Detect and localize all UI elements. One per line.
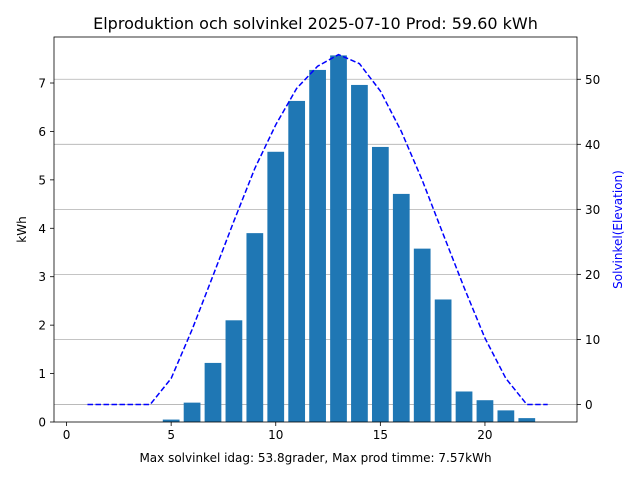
- bar: [518, 418, 536, 422]
- y-left-tick-label: 6: [38, 125, 46, 139]
- x-axis-label: Max solvinkel idag: 53.8grader, Max prod…: [139, 451, 491, 465]
- y-axis-left: 0 1 2 3 4 5 6 7: [38, 77, 54, 430]
- bar: [455, 391, 473, 422]
- bar: [183, 402, 201, 422]
- x-tick-label: 0: [63, 428, 71, 442]
- bar: [267, 151, 285, 422]
- bar: [330, 55, 347, 422]
- bar: [392, 193, 410, 422]
- y-right-tick-label: 30: [585, 203, 600, 217]
- bar: [497, 410, 515, 422]
- y-left-tick-label: 1: [38, 367, 46, 381]
- elevation-line: [87, 53, 548, 406]
- y-right-tick-label: 0: [585, 398, 593, 412]
- bar: [371, 146, 389, 422]
- bar: [476, 400, 494, 422]
- x-tick-label: 5: [167, 428, 175, 442]
- plot-frame: [53, 36, 578, 423]
- y-left-tick-label: 5: [38, 173, 46, 187]
- bar: [434, 299, 452, 422]
- bar: [309, 69, 326, 422]
- y-right-tick-label: 50: [585, 73, 600, 87]
- y-left-tick-label: 3: [38, 270, 46, 284]
- chart-title: Elproduktion och solvinkel 2025-07-10 Pr…: [93, 14, 538, 33]
- bar: [288, 100, 306, 422]
- y-right-tick-label: 10: [585, 333, 600, 347]
- x-tick-label: 10: [268, 428, 283, 442]
- x-axis: 0 5 10 15 20: [63, 422, 493, 442]
- y-axis-left-label: kWh: [15, 216, 29, 242]
- y-right-tick-label: 20: [585, 268, 600, 282]
- y-left-tick-label: 7: [38, 77, 46, 91]
- y-axis-right: 0 10 20 30 40 50: [577, 73, 600, 412]
- bar: [351, 84, 368, 423]
- bar: [246, 233, 264, 422]
- bar: [162, 419, 180, 422]
- bar-series: [162, 55, 536, 423]
- bar: [225, 320, 243, 422]
- y-left-tick-label: 0: [38, 416, 46, 430]
- y-left-tick-label: 4: [38, 222, 46, 236]
- x-tick-label: 20: [477, 428, 492, 442]
- y-axis-right-label: Solvinkel(Elevation): [611, 170, 625, 289]
- x-tick-label: 15: [373, 428, 388, 442]
- y-left-tick-label: 2: [38, 319, 46, 333]
- y-right-tick-label: 40: [585, 138, 600, 152]
- bar: [413, 248, 431, 422]
- bar: [204, 362, 222, 422]
